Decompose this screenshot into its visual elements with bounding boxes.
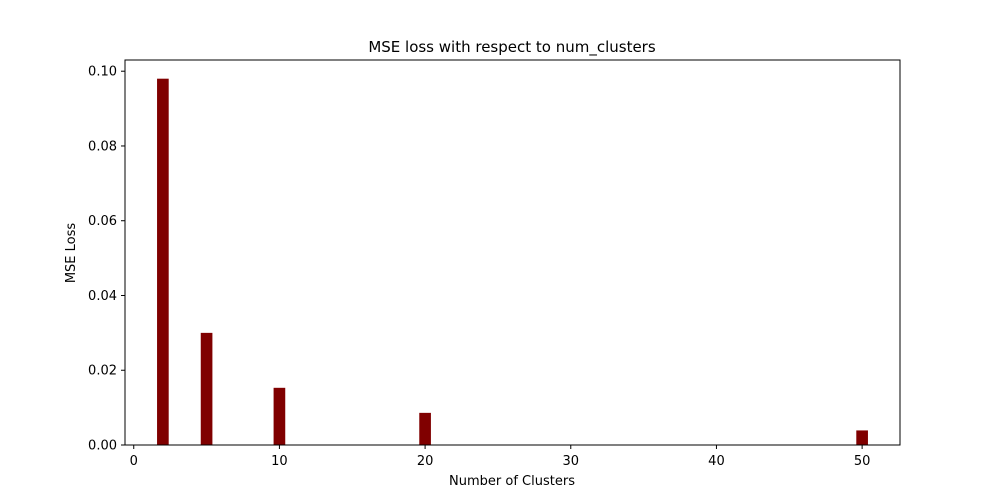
bar-2 [157,78,169,445]
x-tick-label: 10 [271,454,288,469]
x-tick-label: 0 [130,454,138,469]
bar-20 [419,412,431,445]
y-tick-label: 0.06 [88,214,117,229]
bar-50 [856,430,868,445]
x-axis-label: Number of Clusters [449,474,575,489]
y-tick-label: 0.04 [88,289,117,304]
bar-10 [273,387,286,445]
y-axis-ticks: 0.00 0.02 0.04 0.06 0.08 0.10 [88,65,125,454]
x-tick-label: 50 [854,454,871,469]
chart-title: MSE loss with respect to num_clusters [368,38,656,57]
y-tick-label: 0.02 [88,364,117,379]
x-axis-ticks: 0 10 20 30 40 50 [130,445,871,469]
y-tick-label: 0.00 [88,439,117,454]
y-tick-label: 0.08 [88,139,117,154]
y-tick-label: 0.10 [88,65,117,80]
x-tick-label: 30 [562,454,579,469]
plot-frame [124,59,901,446]
bars-group [157,78,868,445]
y-axis-label: MSE Loss [64,223,79,284]
bar-5 [200,332,213,445]
x-tick-label: 20 [417,454,434,469]
x-tick-label: 40 [708,454,725,469]
